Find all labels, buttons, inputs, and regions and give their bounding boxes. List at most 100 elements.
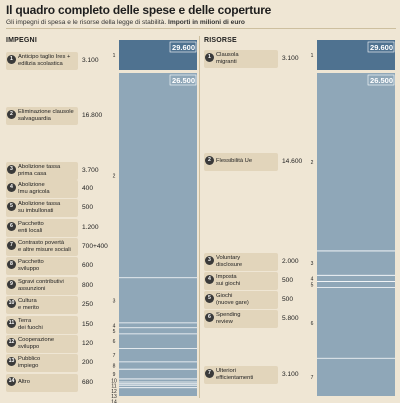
bar-0-item-11 (119, 382, 197, 384)
segment-index-0-12: 12 (111, 389, 117, 395)
legend-number-badge: 10 (7, 299, 16, 308)
risorse-heading: RISORSE (204, 37, 237, 44)
segment-index-0-3: 3 (113, 298, 116, 304)
total-label-1-top: 29.600 (370, 43, 393, 52)
legend-value: 700+400 (82, 243, 108, 250)
legend-label: Abolizione tassa prima casa (18, 164, 61, 177)
bar-1-item-3 (317, 251, 395, 275)
total-badge-1-bottom (367, 74, 395, 86)
bar-1-item-5 (317, 281, 395, 287)
bar-1-item-2 (317, 73, 395, 251)
legend-label: Anticipo taglio Ires + edilizia scolasti… (18, 54, 71, 67)
legend-number-badge: 3 (7, 165, 16, 174)
segment-index-0-11: 11 (111, 384, 116, 390)
legend-value: 250 (82, 301, 94, 308)
legend-value: 400 (82, 185, 94, 192)
legend-value: 680 (82, 379, 94, 386)
subtitle-text: Gli impegni di spesa e le risorse della … (6, 19, 167, 26)
legend-label: Cooperazione sviluppo (18, 337, 55, 350)
legend-value: 5.800 (282, 315, 299, 322)
legend-value: 16.800 (82, 112, 103, 119)
legend-label: Flessibilità Ue (216, 158, 253, 164)
segment-index-0-14: 14 (111, 399, 117, 403)
legend-pill: 2 Flessibilità Ue (204, 153, 278, 171)
legend-value: 600 (82, 262, 94, 269)
legend-label: Sgravi contributivi assunzioni (18, 279, 64, 292)
bar-0-item-2 (119, 73, 197, 278)
bar-0-lower (119, 73, 197, 396)
segment-index-1-6: 6 (311, 321, 314, 327)
legend-pill: 9 Sgravi contributivi assunzioni (6, 277, 78, 295)
bar-0-item-10 (119, 379, 197, 382)
legend-pill: 5 Abolizione tassa su imbullonati (6, 199, 78, 217)
legend-value: 800 (82, 282, 94, 289)
legend-pill: 7 Ulteriori efficientamenti (204, 366, 278, 384)
segment-index-0-1: 1 (113, 53, 116, 59)
legend-label: Giochi (nuove gare) (216, 293, 249, 306)
legend-value: 500 (282, 277, 294, 284)
legend-number-badge: 1 (205, 53, 214, 62)
legend-number-badge: 14 (7, 377, 16, 386)
legend-pill: 12 Cooperazione sviluppo (6, 335, 78, 353)
segment-index-1-1: 1 (311, 53, 314, 59)
legend-label: Terra dei fuochi (18, 318, 43, 331)
total-label-0-top: 29.600 (172, 43, 195, 52)
legend-number-badge: 6 (205, 313, 214, 322)
legend-number-badge: 7 (7, 241, 16, 250)
total-badge-0-top (169, 41, 197, 53)
legend-pill: 1 Anticipo taglio Ires + edilizia scolast… (6, 52, 78, 70)
segment-index-0-6: 6 (113, 339, 116, 345)
bar-1-item-4 (317, 275, 395, 281)
legend-pill: 2 Eliminazione clausole salvaguardia (6, 107, 78, 125)
bar-1-lower (317, 73, 395, 396)
legend-value: 3.700 (82, 167, 99, 174)
legend-label: Spending review (216, 312, 241, 325)
subtitle: Gli impegni di spesa e le risorse della … (6, 19, 396, 29)
legend-label: Eliminazione clausole salvaguardia (18, 109, 74, 122)
legend-value: 3.100 (82, 57, 99, 64)
bar-0-item-14 (119, 388, 197, 396)
segment-index-0-5: 5 (113, 329, 116, 335)
legend-label: Contrasto povertà e altre misure sociali (18, 240, 71, 253)
total-label-1-bottom: 26.500 (370, 76, 393, 85)
bar-0-item-4 (119, 323, 197, 328)
legend-label: Imposta sui giochi (216, 274, 241, 287)
legend-pill: 6 Pacchetto enti locali (6, 219, 78, 237)
column-divider (199, 36, 200, 398)
legend-pill: 4 Imposta sui giochi (204, 272, 278, 290)
legend-value: 150 (82, 321, 94, 328)
legend-value: 1.200 (82, 224, 99, 231)
legend-pill: 8 Pacchetto sviluppo (6, 257, 78, 275)
legend-label: Ulteriori efficientamenti (216, 368, 254, 381)
legend-number-badge: 4 (7, 183, 16, 192)
legend-number-badge: 6 (7, 222, 16, 231)
legend-value: 120 (82, 340, 94, 347)
legend-value: 3.100 (282, 55, 299, 62)
bar-0-item-9 (119, 369, 197, 379)
page-title: Il quadro completo delle spese e delle c… (6, 3, 272, 17)
legend-pill: 14 Altro (6, 374, 78, 392)
bar-1-item-7 (317, 358, 395, 396)
segment-index-1-2: 2 (311, 160, 314, 166)
segment-index-0-10: 10 (111, 378, 117, 384)
legend-number-badge: 12 (7, 338, 16, 347)
legend-pill: 4 Abolizione Imu agricola (6, 180, 78, 198)
bar-0-item-12 (119, 384, 197, 385)
legend-pill: 3 Voluntary disclosure (204, 253, 278, 271)
legend-label: Abolizione tassa su imbullonati (18, 201, 61, 214)
impegni-heading: IMPEGNI (6, 37, 37, 44)
legend-pill: 7 Contrasto povertà e altre misure social… (6, 238, 78, 256)
bar-0-item-13 (119, 385, 197, 387)
legend-label: Voluntary disclosure (216, 255, 243, 268)
legend-pill: 5 Giochi (nuove gare) (204, 291, 278, 309)
legend-label: Pacchetto enti locali (18, 221, 44, 234)
bar-0-item-6 (119, 334, 197, 349)
legend-value: 14.600 (282, 158, 303, 165)
legend-value: 500 (82, 204, 94, 211)
segment-index-1-4: 4 (311, 276, 314, 282)
legend-number-badge: 8 (7, 260, 16, 269)
legend-number-badge: 13 (7, 357, 16, 366)
bar-1-item-6 (317, 288, 395, 359)
legend-label: Altro (18, 379, 30, 385)
